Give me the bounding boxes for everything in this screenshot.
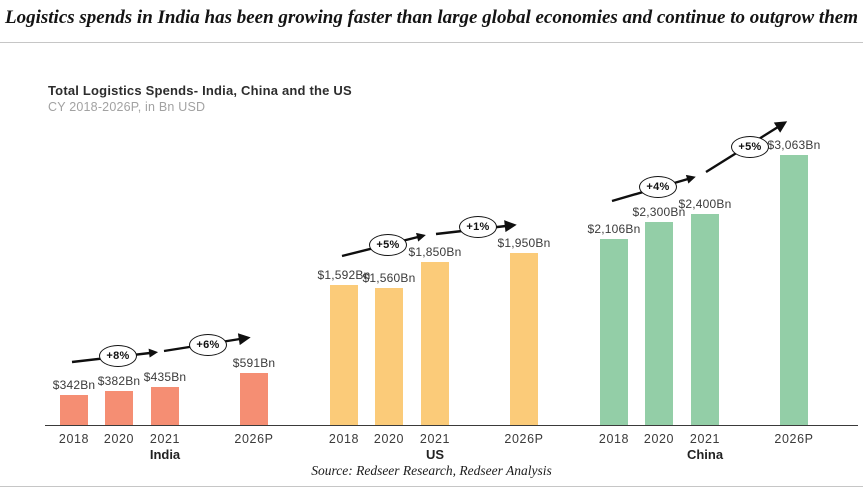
value-label-china-2026p: $3,063Bn (767, 138, 821, 152)
x-tick-india-2018: 2018 (58, 432, 90, 446)
bar-us-2021 (421, 262, 449, 425)
x-tick-india-2021: 2021 (149, 432, 181, 446)
value-label-us-2026p: $1,950Bn (497, 236, 551, 250)
bar-china-2021 (691, 214, 719, 425)
group-label-china: China (686, 447, 724, 462)
x-tick-china-2026p: 2026P (774, 432, 814, 446)
growth-badge-india-2: +6% (189, 334, 227, 356)
x-tick-us-2021: 2021 (419, 432, 451, 446)
bar-china-2018 (600, 239, 628, 425)
value-label-us-2018: $1,592Bn (317, 268, 371, 282)
x-tick-india-2026p: 2026P (234, 432, 274, 446)
value-label-china-2021: $2,400Bn (678, 197, 732, 211)
value-label-us-2021: $1,850Bn (408, 245, 462, 259)
x-tick-china-2020: 2020 (643, 432, 675, 446)
growth-badge-us-1: +5% (369, 234, 407, 256)
value-label-india-2020: $382Bn (97, 374, 141, 388)
chart-title: Total Logistics Spends- India, China and… (48, 83, 352, 98)
growth-badge-china-2: +5% (731, 136, 769, 158)
value-label-china-2020: $2,300Bn (632, 205, 686, 219)
bar-us-2026p (510, 253, 538, 425)
value-label-india-2026p: $591Bn (232, 356, 276, 370)
group-label-india: India (149, 447, 181, 462)
bar-china-2026p (780, 155, 808, 425)
source-note: Source: Redseer Research, Redseer Analys… (311, 463, 552, 478)
bar-india-2018 (60, 395, 88, 425)
value-label-us-2020: $1,560Bn (362, 271, 416, 285)
growth-badge-china-1: +4% (639, 176, 677, 198)
page-title: Logistics spends in India has been growi… (4, 7, 858, 28)
x-tick-india-2020: 2020 (103, 432, 135, 446)
x-tick-us-2020: 2020 (373, 432, 405, 446)
title-divider (0, 42, 863, 43)
chart-subtitle: CY 2018-2026P, in Bn USD (48, 100, 206, 114)
x-axis-line (45, 425, 858, 426)
value-label-india-2021: $435Bn (143, 370, 187, 384)
bar-india-2026p (240, 373, 268, 425)
growth-badge-us-2: +1% (459, 216, 497, 238)
bar-china-2020 (645, 222, 673, 425)
x-tick-us-2026p: 2026P (504, 432, 544, 446)
value-label-india-2018: $342Bn (52, 378, 96, 392)
x-tick-china-2018: 2018 (598, 432, 630, 446)
footer-divider (0, 486, 863, 487)
growth-badge-india-1: +8% (99, 345, 137, 367)
x-tick-china-2021: 2021 (689, 432, 721, 446)
x-tick-us-2018: 2018 (328, 432, 360, 446)
group-label-us: US (425, 447, 445, 462)
bar-us-2018 (330, 285, 358, 425)
bar-india-2021 (151, 387, 179, 425)
bar-india-2020 (105, 391, 133, 425)
bar-us-2020 (375, 288, 403, 425)
value-label-china-2018: $2,106Bn (587, 222, 641, 236)
